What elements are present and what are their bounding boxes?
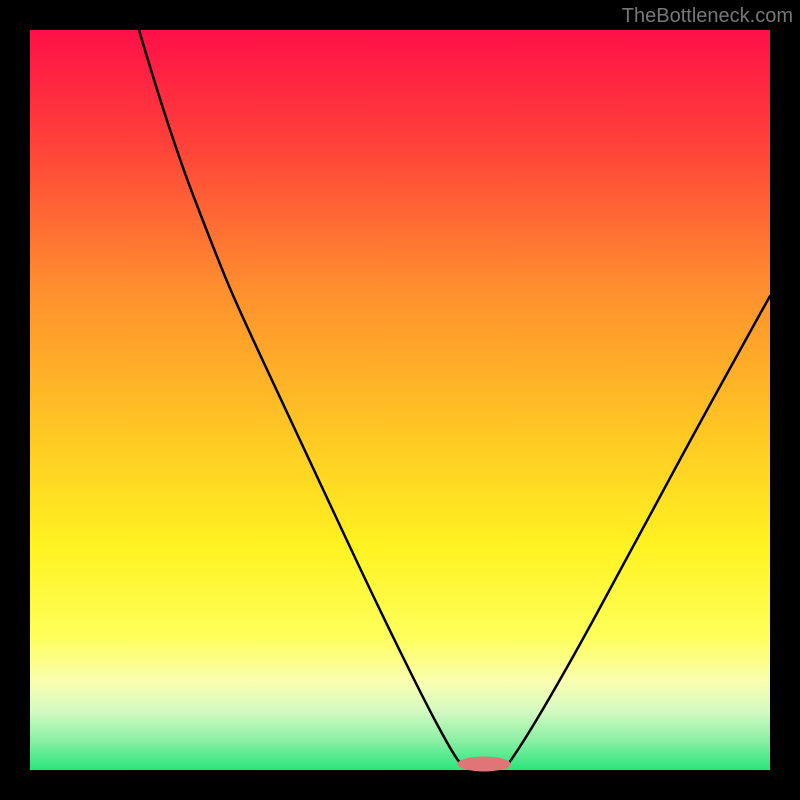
plot-background <box>30 30 770 770</box>
chart-canvas: TheBottleneck.com <box>0 0 800 800</box>
attribution-text: TheBottleneck.com <box>622 5 793 27</box>
chart-svg: TheBottleneck.com <box>0 0 800 800</box>
optimal-marker <box>458 757 510 771</box>
